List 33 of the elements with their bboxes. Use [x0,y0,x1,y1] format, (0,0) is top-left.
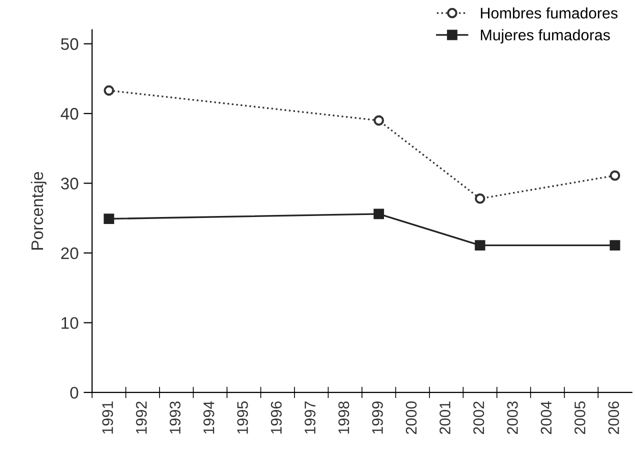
x-tick-label: 2003 [507,401,518,434]
point [474,240,486,251]
x-tick-label: 2000 [406,401,417,434]
x-tick-label: 2006 [608,401,620,434]
y-tick-label: 30 [60,178,78,190]
point [104,85,114,96]
x-tick-label: 1993 [170,401,181,434]
x-tick-label: 2001 [440,402,450,434]
point [374,115,384,126]
x-tick-label: 2005 [574,401,586,434]
legend-label: Hombres fumadores [480,7,618,19]
x-tick-label: 1991 [102,402,114,434]
x-tick-label: 1998 [338,401,350,434]
x-tick-label: 1997 [304,402,316,434]
x-tick-label: 1995 [237,401,248,434]
legend-label: Mujeres fumadoras [480,29,610,44]
point [610,240,620,251]
point [474,193,486,204]
x-tick-label: 1994 [203,401,214,434]
y-axis-title: Porcentaje [30,172,46,250]
x-tick-label: 1992 [136,402,147,434]
y-tick-label: 10 [62,317,78,329]
y-tick-label: 40 [60,108,78,120]
point [104,214,114,224]
point [610,170,620,181]
y-tick-label: 20 [61,247,78,260]
y-tick-label: 50 [61,38,78,50]
y-tick-label: 0 [70,386,78,399]
x-tick-label: 2002 [473,402,484,434]
x-tick-label: 1999 [372,402,383,434]
x-tick-label: 2004 [540,401,552,434]
point [374,208,384,220]
x-tick-label: 1996 [270,401,282,434]
